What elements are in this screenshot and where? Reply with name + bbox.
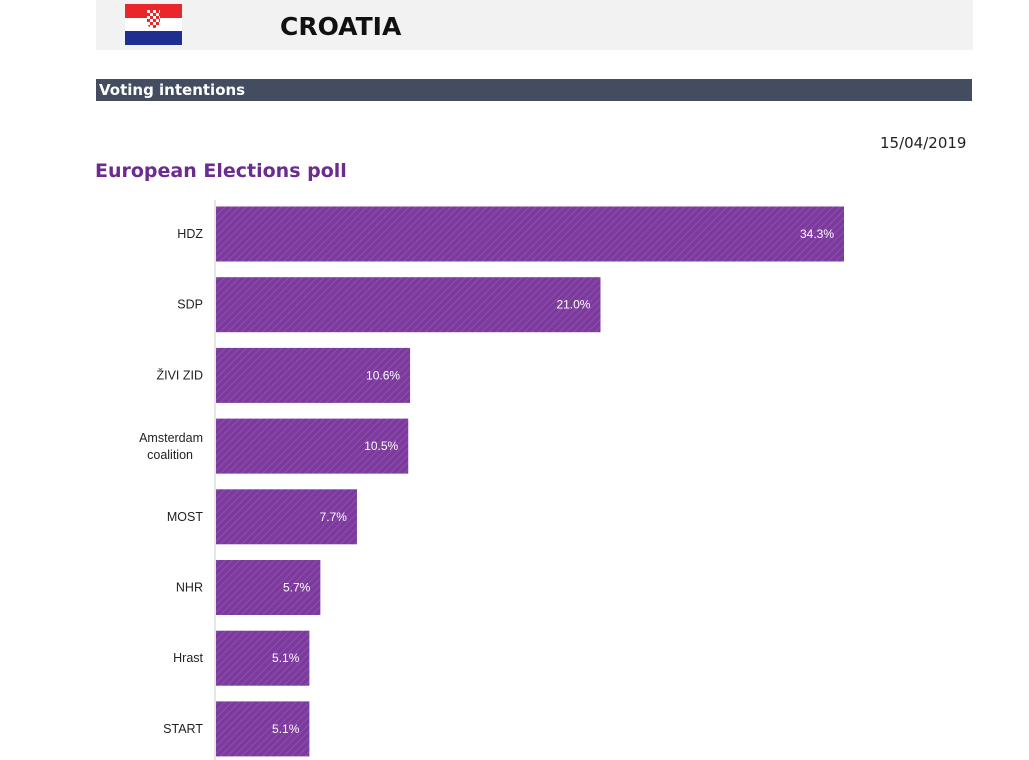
category-label: START <box>163 722 203 736</box>
data-label: 10.5% <box>364 439 398 453</box>
category-label: ŽIVI ZID <box>156 367 203 382</box>
croatia-flag-icon <box>125 4 182 45</box>
bar-most <box>216 489 357 545</box>
category-label: HDZ <box>177 227 203 241</box>
data-label: 7.7% <box>320 510 348 524</box>
data-label: 10.6% <box>366 368 400 382</box>
bar-hrast <box>216 630 310 686</box>
category-label: MOST <box>167 510 203 524</box>
category-label: NHR <box>176 581 203 595</box>
bar-hdz <box>216 206 844 262</box>
category-label: Amsterdam coalition <box>139 431 203 462</box>
bar-sdp <box>216 277 601 333</box>
country-title: CROATIA <box>280 12 402 41</box>
data-label: 34.3% <box>800 227 834 241</box>
bar-amsterdam-coalition <box>216 418 409 474</box>
data-label: 21.0% <box>556 298 590 312</box>
data-label: 5.1% <box>272 651 300 665</box>
data-label: 5.1% <box>272 722 300 736</box>
data-label: 5.7% <box>283 581 311 595</box>
category-label: Hrast <box>173 651 203 665</box>
bar-nhr <box>216 560 321 615</box>
country-header <box>96 0 973 50</box>
chart-title: European Elections poll <box>95 160 347 182</box>
poll-date: 15/04/2019 <box>880 134 967 152</box>
bar-start <box>216 701 310 757</box>
section-title: Voting intentions <box>96 79 972 101</box>
category-label: SDP <box>177 298 203 312</box>
bar-živi-zid <box>216 347 411 403</box>
